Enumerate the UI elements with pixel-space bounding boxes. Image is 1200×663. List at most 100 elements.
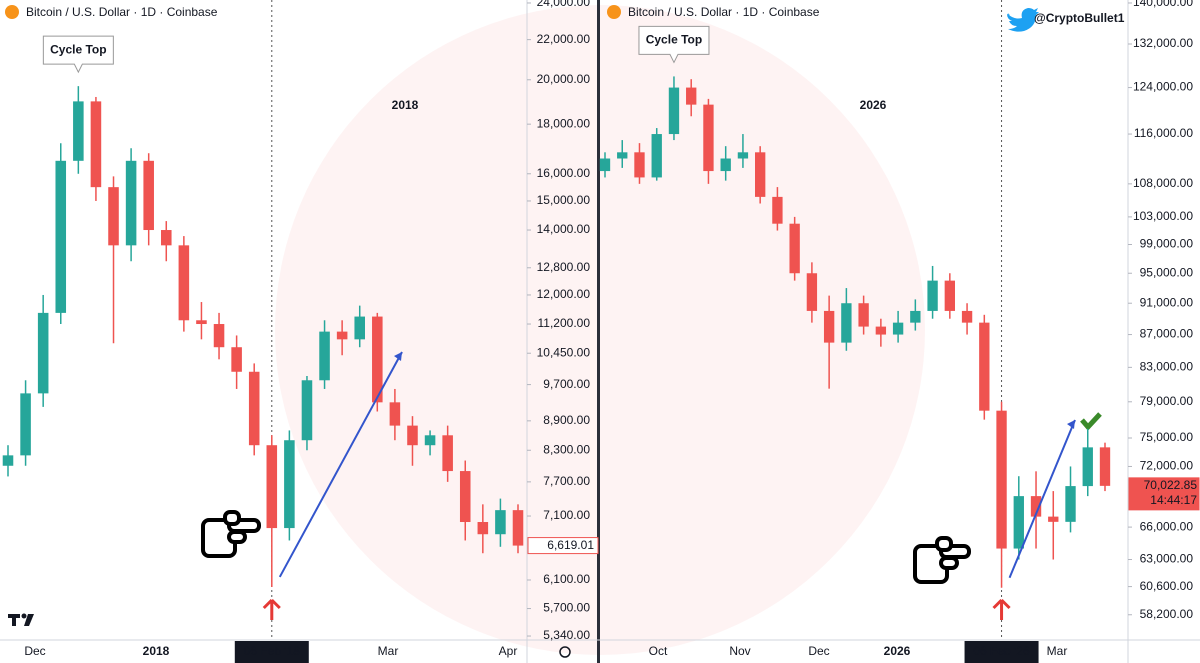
candle-body [495, 510, 506, 535]
last-price-label: 6,619.01 [547, 538, 594, 552]
candle-body [1099, 447, 1111, 486]
x-tick-label: Mar [1047, 644, 1068, 658]
year-label: 2026 [860, 98, 887, 112]
x-tick-label: Nov [729, 644, 750, 658]
candle-body [55, 160, 67, 313]
y-tick-label: 5,700.00 [543, 601, 590, 615]
candle-body [178, 245, 190, 321]
candle-body [213, 324, 225, 348]
marker-date-bg [964, 641, 1039, 663]
candle-body [424, 435, 436, 446]
callout-text: Cycle Top [646, 33, 702, 47]
candle-body [634, 152, 645, 178]
y-tick-label: 103,000.00 [1133, 209, 1193, 223]
year-label: 2018 [392, 98, 419, 112]
candle-body [858, 303, 869, 327]
candle-body [284, 440, 295, 529]
candle-body [996, 410, 1007, 549]
callout-box [638, 25, 710, 64]
y-tick-label: 6,100.00 [543, 572, 590, 586]
pointing-hand [913, 536, 971, 584]
y-tick-label: 79,000.00 [1140, 394, 1194, 408]
candle-body [910, 310, 921, 323]
candle-body [512, 510, 524, 546]
divider [597, 0, 600, 663]
marker-date: 06 Feb '26 [973, 644, 1030, 658]
candle-body [389, 402, 401, 426]
y-tick-label: 20,000.00 [537, 72, 591, 86]
y-tick-label: 132,000.00 [1133, 36, 1193, 50]
candle-body [161, 230, 172, 246]
y-tick-label: 124,000.00 [1133, 80, 1193, 94]
candle-body [442, 435, 453, 472]
candle-body [231, 347, 242, 372]
candle-body [143, 160, 154, 231]
x-tick-label: Apr [499, 644, 518, 658]
y-tick-label: 116,000.00 [1134, 126, 1193, 140]
candle-body [407, 425, 418, 446]
y-tick-label: 12,800.00 [537, 260, 591, 274]
y-tick-label: 18,000.00 [537, 116, 591, 130]
candle-body [806, 273, 818, 311]
candle-body [301, 380, 313, 441]
pointing-hand [201, 510, 261, 558]
bitcoin-icon [607, 5, 621, 19]
up-arrow [262, 598, 281, 620]
candle-body [979, 322, 990, 411]
candle-body [1065, 486, 1076, 522]
y-tick-label: 7,700.00 [543, 474, 590, 488]
y-tick-label: 14,000.00 [537, 222, 591, 236]
candle-body [686, 87, 697, 105]
y-tick-label: 5,340.00 [543, 628, 590, 642]
candle-body [823, 310, 835, 343]
y-tick-label: 10,450.00 [537, 345, 591, 359]
y-tick-label: 24,000.00 [537, 0, 591, 9]
candle-body [2, 455, 14, 466]
candle-body [599, 158, 611, 172]
candle-body [108, 187, 119, 246]
callout-box [42, 35, 114, 74]
y-tick-label: 12,000.00 [537, 287, 591, 301]
x-tick-label: Mar [378, 644, 399, 658]
marker-date-bg [234, 641, 309, 663]
candle-body [1030, 496, 1042, 517]
candle-body [841, 303, 852, 343]
candle-body [372, 316, 383, 403]
candle-body [20, 393, 31, 456]
candle-body [37, 312, 49, 394]
y-tick-label: 15,000.00 [537, 193, 591, 207]
candle-body [617, 152, 628, 159]
x-tick-label: Dec [24, 644, 45, 658]
candle-body [892, 322, 904, 335]
y-tick-label: 72,000.00 [1140, 459, 1194, 473]
callout-text: Cycle Top [50, 42, 106, 56]
y-tick-label: 9,700.00 [543, 377, 590, 391]
x-tick-label: Oct [649, 644, 668, 658]
candle-body [772, 196, 783, 224]
x-tick-label: 2026 [884, 644, 911, 658]
chart-title: Bitcoin / U.S. Dollar · 1D · Coinbase [628, 5, 820, 19]
last-price-tag [1128, 477, 1200, 511]
y-tick-label: 91,000.00 [1140, 295, 1194, 309]
candle-body [789, 223, 800, 274]
candle-body [459, 471, 471, 523]
candle-body [651, 134, 662, 178]
y-tick-label: 58,200.00 [1140, 607, 1194, 621]
candle-body [266, 445, 278, 529]
y-tick-label: 63,000.00 [1140, 552, 1194, 566]
bitcoin-icon [5, 5, 19, 19]
candle-body [196, 320, 207, 325]
candle-body [477, 522, 489, 535]
checkmark [1080, 412, 1102, 431]
y-tick-label: 99,000.00 [1140, 237, 1194, 251]
countdown-label: 14:44:17 [1150, 493, 1197, 507]
y-tick-label: 95,000.00 [1140, 265, 1194, 279]
candle-body [737, 152, 749, 159]
y-tick-label: 8,900.00 [543, 413, 590, 427]
y-tick-label: 22,000.00 [537, 32, 591, 46]
candle-body [755, 152, 766, 197]
settings-icon[interactable] [559, 646, 571, 658]
marker-date: 06 Feb '18 [244, 644, 301, 658]
trend-line [278, 351, 403, 578]
candle-body [125, 160, 137, 246]
